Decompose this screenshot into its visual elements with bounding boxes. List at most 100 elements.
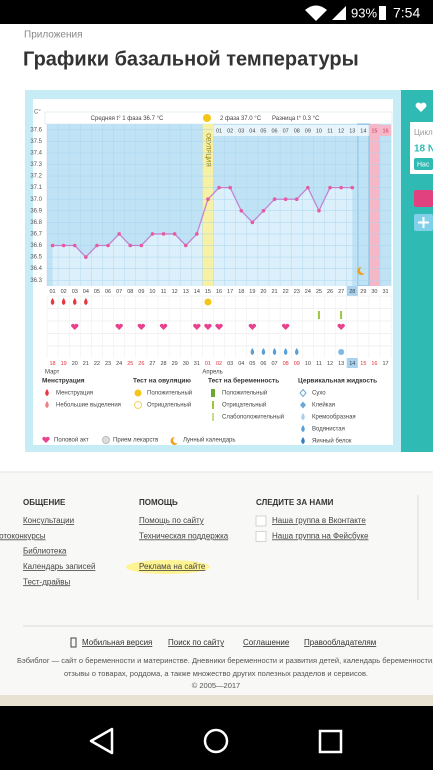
cycle-day: 17 bbox=[227, 289, 233, 295]
menstruation-drop bbox=[61, 298, 66, 305]
cycle-day: 20 bbox=[260, 289, 266, 295]
legend-item: Яичный белок bbox=[312, 438, 352, 445]
cycle-day: 04 bbox=[83, 289, 89, 295]
luteal-day-cell bbox=[324, 125, 336, 136]
temperature-point bbox=[117, 232, 121, 236]
date: 25 bbox=[127, 361, 133, 367]
footer-link[interactable]: Техническая поддержка bbox=[139, 531, 229, 540]
side-button-label[interactable]: Нас bbox=[417, 161, 430, 168]
cycle-day-row bbox=[47, 286, 392, 296]
footer-link[interactable]: Консультации bbox=[23, 516, 74, 525]
temperature-point bbox=[317, 208, 321, 213]
luteal-day-cell bbox=[213, 125, 225, 136]
page-title: Графики базальной температуры bbox=[23, 48, 359, 70]
cycle-day: 22 bbox=[283, 289, 289, 295]
luteal-day: 13 bbox=[349, 128, 355, 134]
date: 18 bbox=[49, 361, 55, 367]
cervical-drop bbox=[250, 348, 255, 355]
nav-home[interactable] bbox=[203, 728, 229, 754]
intercourse-heart bbox=[248, 323, 257, 330]
temperature-point bbox=[228, 185, 232, 190]
temperature-point bbox=[50, 243, 55, 248]
cycle-day: 31 bbox=[382, 289, 388, 295]
legend-item: Положительный bbox=[147, 390, 192, 397]
luteal-day: 14 bbox=[360, 128, 366, 134]
pregnancy-test-mark bbox=[317, 311, 320, 319]
luteal-day-cell bbox=[246, 125, 258, 136]
footer-link[interactable]: Календарь записей bbox=[23, 562, 95, 571]
legend-item: Менструация bbox=[56, 391, 93, 397]
footer-bottom-link[interactable]: Правообладателям bbox=[304, 638, 376, 647]
temperature-point bbox=[172, 232, 177, 236]
footer-link[interactable]: Наша группа на Фейсбуке bbox=[272, 531, 369, 540]
date: 05 bbox=[249, 361, 255, 367]
cervical-drop bbox=[272, 348, 277, 355]
luteal-day-cell bbox=[357, 125, 369, 136]
month-label: Март bbox=[45, 370, 60, 376]
cycle-day: 02 bbox=[61, 289, 67, 295]
legend-item: Прием лекарств bbox=[113, 438, 158, 444]
date: 22 bbox=[94, 361, 100, 367]
date: 07 bbox=[271, 361, 277, 367]
footer-link[interactable]: Тест-драйвы bbox=[23, 577, 71, 586]
y-tick-label: 36.6 bbox=[30, 243, 42, 249]
menstruation-drop bbox=[73, 298, 77, 305]
temperature-point bbox=[261, 208, 266, 213]
cycle-day: 18 bbox=[238, 289, 244, 295]
temperature-point bbox=[306, 185, 310, 190]
expected-period-column bbox=[368, 124, 380, 286]
footer-link[interactable]: Помощь по сайту bbox=[139, 516, 204, 525]
cycle-day: 23 bbox=[294, 289, 300, 295]
social-icon bbox=[255, 530, 267, 542]
date: 12 bbox=[327, 361, 333, 367]
nav-back[interactable] bbox=[89, 727, 114, 755]
cycle-day: 19 bbox=[249, 289, 255, 295]
temperature-line bbox=[52, 186, 353, 259]
cycle-day: 28 bbox=[349, 289, 355, 295]
temperature-difference: Разница t° 0.3 °C bbox=[272, 116, 320, 122]
temperature-point bbox=[84, 255, 88, 259]
date: 08 bbox=[283, 361, 289, 367]
pregnancy-test-mark bbox=[340, 311, 343, 319]
date: 16 bbox=[371, 361, 377, 367]
cycle-day: 08 bbox=[127, 289, 133, 295]
cycle-day: 12 bbox=[172, 289, 178, 295]
footer-bottom-link[interactable]: Соглашение bbox=[243, 638, 290, 647]
cycle-day: 09 bbox=[138, 289, 144, 295]
footer-link[interactable]: Реклама на сайте bbox=[139, 562, 206, 571]
date: 06 bbox=[260, 361, 266, 367]
footer-link[interactable]: Библиотека bbox=[23, 547, 67, 556]
footer-bottom-link[interactable]: Мобильная версия bbox=[82, 638, 152, 647]
legend-icon bbox=[134, 389, 142, 397]
cycle-day: 05 bbox=[94, 289, 100, 295]
footer-link[interactable]: Фотоконкурсы bbox=[0, 531, 46, 540]
y-tick-label: 36.8 bbox=[30, 220, 42, 226]
date: 09 bbox=[294, 361, 300, 367]
date: 14 bbox=[349, 361, 355, 367]
cycle-day: 13 bbox=[183, 289, 189, 295]
side-heart bbox=[415, 102, 427, 112]
legend-group-title: Тест на беременность bbox=[208, 377, 279, 385]
luteal-day-cell bbox=[368, 125, 380, 136]
cycle-day: 30 bbox=[371, 289, 377, 295]
side-button[interactable] bbox=[414, 158, 433, 170]
nav-recents[interactable] bbox=[318, 729, 343, 754]
intercourse-heart bbox=[215, 323, 223, 330]
y-tick-label: 37.1 bbox=[30, 185, 42, 191]
temperature-button[interactable] bbox=[414, 190, 433, 207]
luteal-day-cell bbox=[346, 125, 358, 136]
footer-link[interactable]: Наша группа в Вконтакте bbox=[272, 516, 366, 525]
social-icon bbox=[255, 515, 267, 527]
legend-icon bbox=[45, 389, 49, 396]
ovulation-test-positive bbox=[204, 298, 212, 306]
footer-bottom-link[interactable]: Поиск по сайту bbox=[168, 638, 224, 647]
date: 26 bbox=[138, 361, 144, 367]
date: 30 bbox=[183, 361, 189, 367]
copyright: © 2005—2017 bbox=[192, 681, 240, 690]
footer-column-title: СЛЕДИТЕ ЗА НАМИ bbox=[256, 498, 334, 507]
intercourse-heart bbox=[159, 323, 168, 330]
y-tick-label: 36.9 bbox=[30, 208, 42, 214]
cycle-day: 15 bbox=[205, 289, 211, 295]
temperature-point bbox=[272, 197, 277, 202]
